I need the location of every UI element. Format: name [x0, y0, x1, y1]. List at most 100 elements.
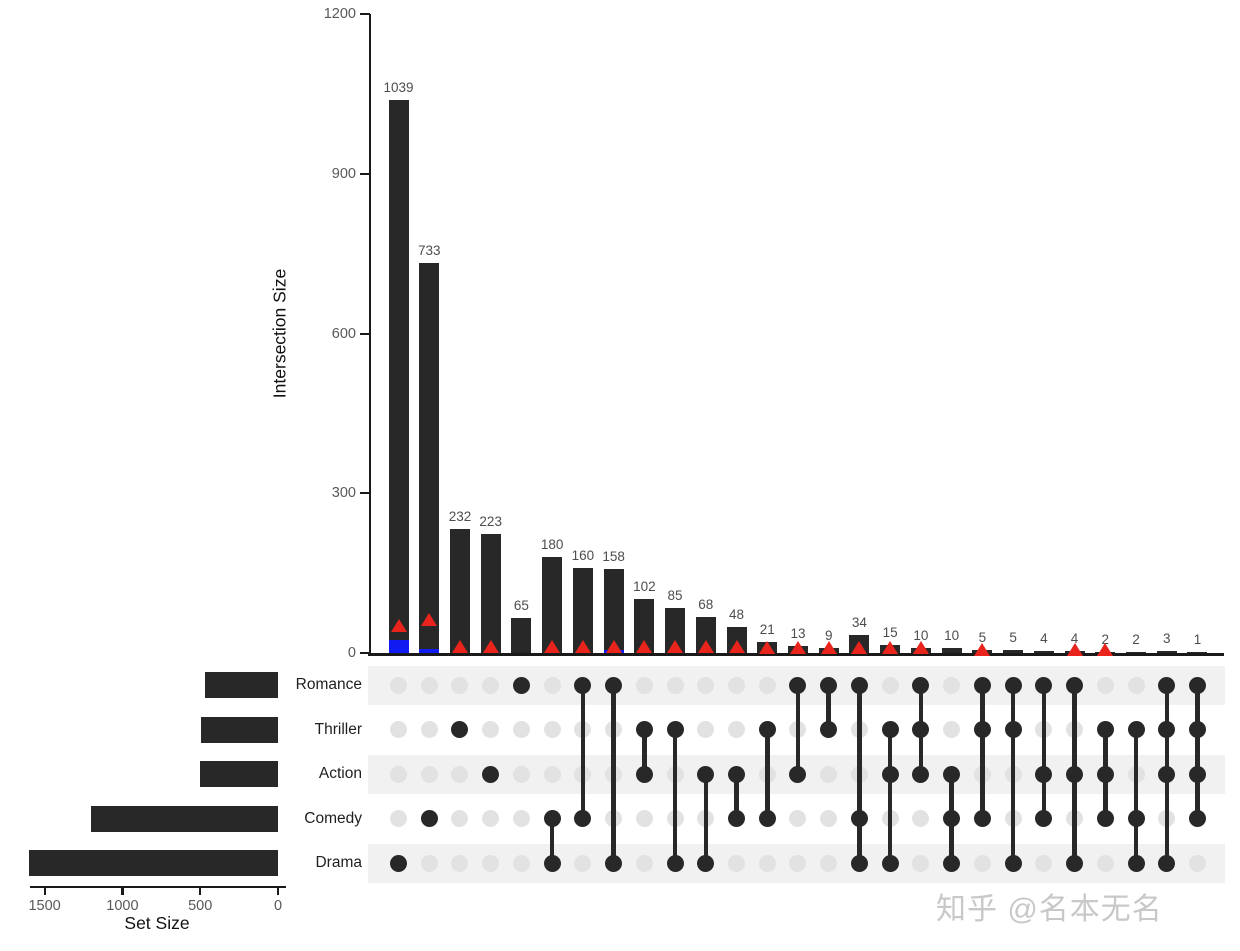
set-label: Romance	[295, 676, 362, 693]
matrix-dot-inactive	[482, 676, 500, 694]
matrix-dot-inactive	[451, 854, 469, 872]
matrix-dot-active	[1158, 676, 1176, 694]
matrix-dot-active	[943, 810, 961, 827]
bar-value-label: 2	[1132, 631, 1140, 647]
matrix-dot-inactive	[820, 854, 838, 872]
set-label: Thriller	[314, 720, 362, 738]
attribute-triangle-icon	[544, 639, 561, 653]
matrix-dot-inactive	[512, 810, 530, 827]
matrix-dot-inactive	[635, 676, 653, 694]
set-size-tick-label: 1000	[106, 898, 139, 914]
matrix-dot-inactive	[820, 765, 838, 783]
matrix-dot-inactive	[543, 765, 561, 783]
matrix-dot-active	[820, 676, 838, 694]
matrix-dot-inactive	[973, 854, 991, 872]
matrix-dot-active	[1158, 721, 1176, 738]
matrix-dot-active	[973, 810, 991, 827]
matrix-dot-active	[912, 765, 930, 783]
matrix-dot-active	[1158, 854, 1176, 872]
attribute-triangle-icon	[912, 640, 929, 654]
attribute-triangle-icon	[697, 640, 714, 654]
matrix-dot-active	[881, 721, 899, 738]
bar-value-label: 9	[824, 628, 833, 644]
matrix-dot-active	[758, 810, 776, 827]
set-size-axis-line	[30, 886, 286, 889]
matrix-connector	[1195, 685, 1200, 819]
attribute-triangle-icon	[789, 640, 806, 654]
matrix-dot-inactive	[574, 854, 592, 872]
matrix-connector	[703, 774, 709, 863]
set-label: Drama	[315, 854, 362, 871]
y-tick-label: 600	[331, 325, 356, 342]
matrix-dot-inactive	[789, 810, 807, 827]
matrix-connector	[795, 685, 801, 774]
matrix-dot-inactive	[390, 721, 407, 738]
matrix-connector	[734, 774, 739, 819]
set-size-bar	[201, 716, 278, 743]
bar-value-label: 102	[633, 578, 656, 594]
bar-value-label: 733	[417, 242, 441, 258]
bar-value-label: 13	[790, 626, 806, 642]
y-tick-label: 1200	[323, 6, 356, 22]
matrix-connector	[1133, 729, 1139, 863]
set-label: Action	[318, 765, 362, 782]
attribute-triangle-icon	[421, 613, 438, 627]
matrix-dot-inactive	[1127, 676, 1145, 694]
intersection-bar	[542, 557, 563, 653]
watermark: 知乎 @名本无名	[936, 893, 1163, 926]
matrix-dot-inactive	[451, 765, 469, 783]
bar-value-label: 4	[1040, 630, 1048, 646]
intersection-bar	[449, 529, 470, 653]
matrix-dot-active	[1188, 676, 1206, 694]
intersection-bar	[572, 567, 593, 653]
matrix-dot-inactive	[758, 854, 776, 872]
matrix-dot-active	[1096, 721, 1114, 738]
query-bar-blue	[419, 648, 440, 653]
matrix-dot-active	[973, 676, 991, 694]
intersection-bar	[1156, 651, 1177, 653]
y-axis-tick	[360, 652, 370, 655]
matrix-connector	[1010, 685, 1016, 863]
intersection-bar	[603, 568, 624, 653]
y-axis-tick	[360, 13, 370, 16]
matrix-dot-inactive	[728, 721, 746, 738]
bar-value-label: 1039	[383, 79, 414, 95]
matrix-dot-active	[1004, 854, 1022, 872]
matrix-dot-active	[1158, 765, 1176, 783]
matrix-dot-active	[635, 765, 653, 783]
matrix-connector	[642, 729, 647, 774]
matrix-connector	[1041, 685, 1047, 819]
matrix-connector	[765, 729, 770, 819]
intersection-bar	[1003, 650, 1024, 653]
matrix-dot-active	[973, 721, 991, 738]
intersection-bar	[480, 534, 501, 653]
attribute-triangle-icon	[1097, 643, 1114, 657]
matrix-dot-inactive	[666, 676, 684, 694]
matrix-dot-inactive	[390, 810, 407, 827]
bar-chart-baseline	[368, 653, 1224, 656]
matrix-dot-active	[390, 854, 407, 872]
bar-value-label: 158	[602, 548, 625, 564]
bar-value-label: 3	[1162, 631, 1171, 647]
matrix-dot-inactive	[912, 854, 930, 872]
matrix-dot-inactive	[420, 854, 438, 872]
attribute-triangle-icon	[390, 618, 407, 632]
matrix-dot-inactive	[512, 854, 530, 872]
matrix-dot-inactive	[635, 854, 653, 872]
matrix-dot-inactive	[881, 676, 899, 694]
matrix-dot-inactive	[728, 854, 746, 872]
bar-value-label: 4	[1070, 630, 1079, 646]
attribute-triangle-icon	[482, 639, 499, 653]
matrix-dot-inactive	[1035, 854, 1053, 872]
matrix-dot-active	[789, 765, 807, 783]
matrix-dot-inactive	[943, 721, 961, 738]
matrix-connector	[549, 818, 555, 863]
matrix-dot-inactive	[451, 676, 469, 694]
matrix-dot-inactive	[512, 765, 530, 783]
matrix-dot-active	[850, 854, 868, 872]
matrix-dot-inactive	[390, 765, 407, 783]
bar-value-label: 2	[1101, 631, 1110, 647]
intersection-bar	[1033, 650, 1054, 653]
matrix-connector	[887, 729, 893, 863]
